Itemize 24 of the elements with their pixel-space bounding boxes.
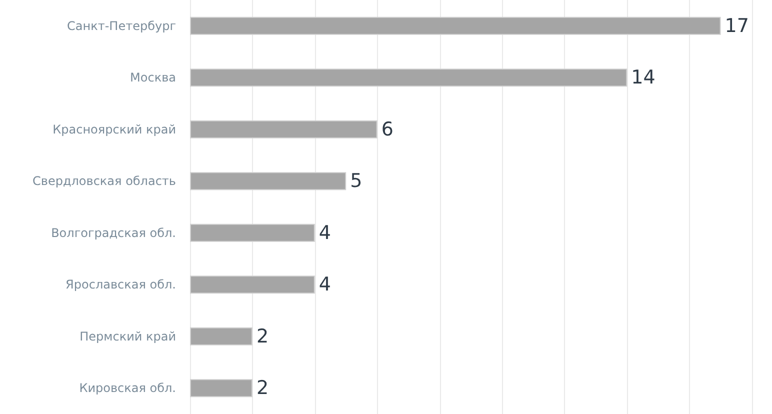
y-tick-label: Москва: [130, 70, 176, 85]
y-tick-label: Кировская обл.: [79, 381, 176, 396]
bar: [190, 276, 315, 294]
data-label: 6: [381, 118, 394, 140]
bar: [190, 224, 315, 242]
y-tick-label: Ярославская обл.: [66, 278, 176, 292]
data-label: 14: [631, 66, 656, 89]
y-tick-label: Санкт-Петербург: [67, 18, 176, 33]
bar: [190, 68, 628, 87]
data-label: 2: [256, 377, 269, 400]
y-tick-label: Красноярский край: [52, 122, 176, 136]
bar: [190, 379, 252, 398]
bar: [190, 120, 378, 138]
y-tick-label: Волгоградская обл.: [51, 226, 176, 240]
y-tick-label: Свердловская область: [32, 174, 176, 188]
y-tick-label: Пермский край: [80, 329, 176, 344]
data-label: 4: [318, 222, 331, 244]
data-label: 2: [256, 325, 269, 348]
data-label: 4: [318, 274, 331, 296]
data-label: 5: [350, 170, 362, 192]
bar: [190, 172, 346, 190]
data-label: 17: [724, 14, 749, 37]
bar: [190, 327, 252, 346]
bar: [190, 16, 721, 35]
